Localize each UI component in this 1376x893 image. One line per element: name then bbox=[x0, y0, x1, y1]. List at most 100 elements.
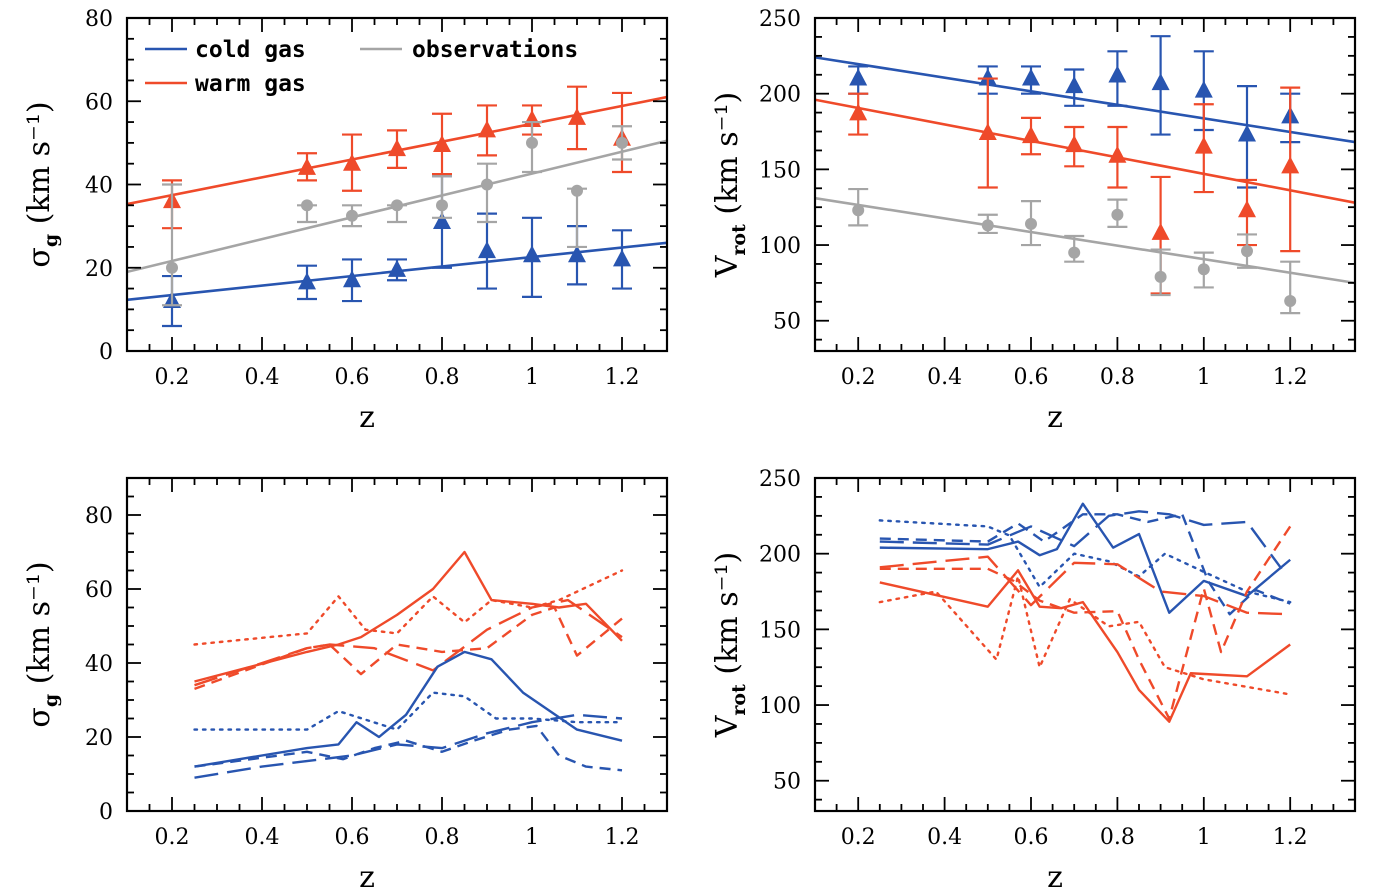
point-observations bbox=[852, 204, 865, 217]
point-cold-gas bbox=[1151, 73, 1170, 91]
y-tick-label: 20 bbox=[85, 726, 113, 751]
point-warm-gas bbox=[433, 134, 451, 152]
point-observations bbox=[1068, 246, 1081, 259]
series-line-cold-long bbox=[879, 510, 1283, 570]
x-tick-label: 1.2 bbox=[605, 365, 640, 390]
point-observations bbox=[1241, 245, 1253, 258]
series-line-cold-short bbox=[194, 724, 623, 772]
x-tick-label: 1 bbox=[525, 365, 539, 390]
y-tick-label: 80 bbox=[85, 7, 113, 32]
series-line-cold-dotted bbox=[878, 519, 1292, 604]
point-observations bbox=[166, 261, 178, 274]
errorbar-observations bbox=[567, 187, 587, 249]
point-observations bbox=[346, 209, 358, 222]
series-line-warm-solid bbox=[194, 550, 623, 683]
point-cold-gas bbox=[1108, 65, 1127, 83]
x-tick-label: 0.2 bbox=[841, 365, 876, 390]
point-observations bbox=[1111, 208, 1124, 221]
x-tick-label: 0.8 bbox=[425, 365, 460, 390]
y-tick-label: 100 bbox=[759, 694, 801, 719]
x-tick-label: 0.4 bbox=[927, 365, 962, 390]
point-warm-gas bbox=[298, 157, 316, 175]
panel-top-right: 0.2 0.4 0.6 0.8 1 1.2 50 100 150 200 250 z Vrot (km … bbox=[710, 7, 1357, 435]
x-tick-label: 1 bbox=[1197, 825, 1211, 850]
point-cold-gas bbox=[433, 211, 451, 229]
ticks bbox=[126, 17, 668, 352]
series-line-cold-long bbox=[194, 713, 623, 779]
series-line-warm-dotted bbox=[193, 569, 624, 646]
plot-frame bbox=[125, 476, 669, 813]
y-tick-label: 250 bbox=[759, 467, 801, 492]
point-cold-gas bbox=[1194, 80, 1213, 98]
point-observations bbox=[1154, 270, 1167, 283]
series-line-cold-short bbox=[879, 513, 1291, 616]
point-observations bbox=[391, 199, 403, 212]
x-tick-label: 0.8 bbox=[1100, 825, 1135, 850]
series-line-warm-long bbox=[879, 555, 1291, 616]
point-warm-gas bbox=[343, 153, 361, 171]
plot-area bbox=[127, 85, 667, 328]
point-warm-gas bbox=[978, 123, 997, 141]
x-tick-label: 0.2 bbox=[841, 825, 876, 850]
point-warm-gas bbox=[1281, 156, 1300, 174]
point-warm-gas bbox=[1022, 126, 1040, 144]
series-line-warm-short bbox=[194, 606, 623, 691]
point-observations bbox=[1197, 263, 1210, 276]
point-observations bbox=[616, 136, 628, 149]
legend-obs-label: observations bbox=[412, 37, 578, 63]
y-tick-label: 50 bbox=[773, 770, 801, 795]
legend-cold-label: cold gas bbox=[195, 37, 306, 63]
x-tick-label: 0.4 bbox=[245, 365, 280, 390]
panel-bottom-left: 0.2 0.4 0.6 0.8 1 1.2 0 20 40 60 80 z σg (km s⁻¹) bbox=[22, 476, 669, 893]
series-line-warm-dotted bbox=[878, 575, 1292, 696]
point-warm-gas bbox=[1238, 200, 1256, 218]
y-tick-label: 100 bbox=[759, 234, 801, 259]
point-cold-gas bbox=[849, 68, 868, 86]
point-warm-gas bbox=[1194, 136, 1213, 154]
x-tick-label: 0.6 bbox=[335, 825, 370, 850]
ticks bbox=[126, 477, 668, 812]
y-tick-label: 20 bbox=[85, 257, 113, 282]
y-tick-label: 60 bbox=[85, 90, 113, 115]
point-warm-gas bbox=[1108, 145, 1127, 163]
series-line-cold-solid bbox=[194, 650, 623, 768]
plot-area bbox=[193, 550, 624, 779]
x-tick-label: 0.2 bbox=[155, 825, 190, 850]
point-observations bbox=[981, 219, 994, 232]
point-observations bbox=[436, 199, 448, 212]
x-tick-label: 0.2 bbox=[155, 365, 190, 390]
point-warm-gas bbox=[1151, 222, 1170, 240]
x-tick-label: 1.2 bbox=[1273, 365, 1308, 390]
x-axis-label: z bbox=[359, 860, 375, 893]
panel-top-left: 0.2 0.4 0.6 0.8 1 1.2 0 20 40 60 80 z σg (km s⁻¹) bbox=[22, 7, 669, 435]
fit-line-observations bbox=[815, 196, 1355, 285]
y-tick-label: 150 bbox=[759, 158, 801, 183]
plot-frame bbox=[125, 16, 669, 353]
x-tick-label: 1 bbox=[1197, 365, 1211, 390]
point-cold-gas bbox=[298, 272, 316, 290]
x-tick-label: 1.2 bbox=[1273, 825, 1308, 850]
point-cold-gas bbox=[343, 270, 361, 288]
fit-line-cold-gas bbox=[815, 56, 1355, 144]
ticks bbox=[814, 477, 1356, 811]
x-axis-label: z bbox=[1047, 860, 1063, 893]
point-warm-gas bbox=[388, 139, 406, 157]
x-tick-label: 0.8 bbox=[425, 825, 460, 850]
x-tick-label: 0.4 bbox=[927, 825, 962, 850]
point-cold-gas bbox=[523, 245, 541, 263]
x-tick-label: 1 bbox=[525, 825, 539, 850]
series-line-warm-long bbox=[194, 598, 623, 687]
point-observations bbox=[301, 199, 313, 212]
y-tick-label: 40 bbox=[85, 174, 113, 199]
y-tick-label: 60 bbox=[85, 578, 113, 603]
point-cold-gas bbox=[1022, 68, 1040, 86]
x-tick-label: 0.8 bbox=[1100, 365, 1135, 390]
x-axis-label: z bbox=[359, 400, 375, 435]
point-cold-gas bbox=[1065, 76, 1084, 94]
point-cold-gas bbox=[613, 249, 631, 267]
panel-bottom-right: 0.2 0.4 0.6 0.8 1 1.2 50 100 150 200 250 z Vrot (km … bbox=[710, 467, 1357, 893]
x-tick-label: 0.6 bbox=[335, 365, 370, 390]
plot-frame bbox=[813, 16, 1357, 353]
point-warm-gas bbox=[1065, 135, 1084, 153]
